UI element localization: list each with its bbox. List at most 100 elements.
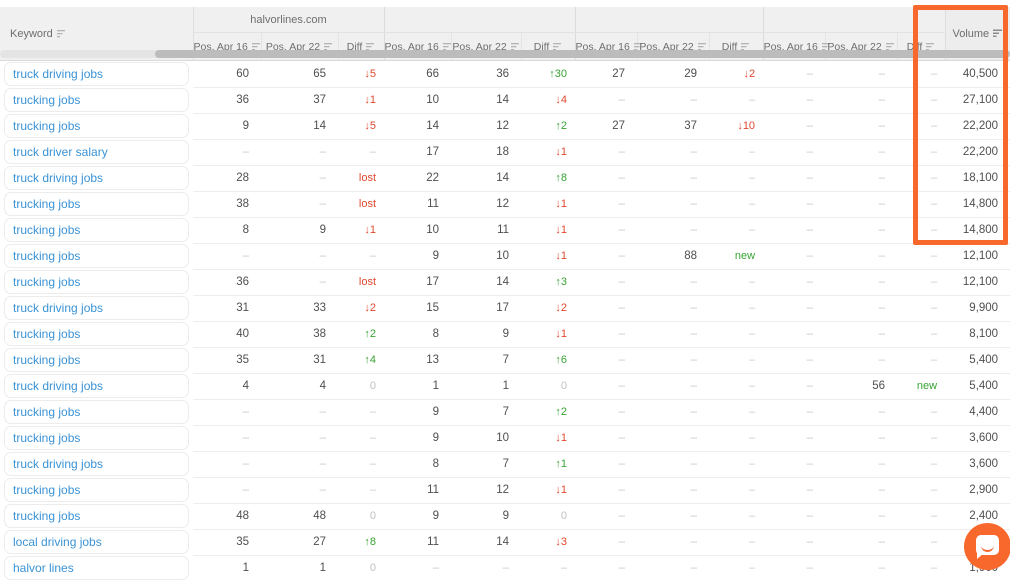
volume-cell: 40,500: [962, 67, 999, 80]
position-cell: 14: [451, 86, 522, 113]
sort-descending-icon: [993, 29, 1003, 37]
position-cell: –: [637, 190, 710, 217]
position-cell: –: [763, 190, 826, 217]
column-header-label: Pos. Apr 16: [193, 40, 248, 53]
column-header-label: Diff: [721, 40, 738, 53]
keyword-cell: truck driving jobs: [0, 295, 193, 321]
position-cell: 11: [451, 216, 522, 243]
diff-cell: ↓1: [338, 216, 385, 243]
keyword-link[interactable]: trucking jobs: [13, 93, 81, 107]
position-cell: 65: [313, 67, 326, 80]
diff-cell: –: [897, 424, 946, 451]
position-cell: 35: [193, 346, 261, 373]
volume-cell: 12,100: [945, 242, 1010, 269]
keyword-card: truck driving jobs: [4, 296, 189, 320]
position-cell: –: [637, 294, 710, 321]
keyword-link[interactable]: truck driving jobs: [13, 379, 104, 393]
position-cell: –: [763, 138, 826, 165]
keyword-link[interactable]: trucking jobs: [13, 197, 81, 211]
keyword-link[interactable]: truck driving jobs: [13, 171, 104, 185]
position-cell: 1: [384, 372, 452, 399]
diff-cell: –: [897, 320, 946, 347]
volume-cell: 18,100: [945, 164, 1010, 191]
keyword-link[interactable]: halvor lines: [13, 561, 74, 575]
position-cell: 11: [384, 190, 452, 217]
position-cell: 29: [684, 67, 698, 80]
position-cell: –: [575, 528, 638, 555]
diff-cell: ↓5: [364, 67, 377, 80]
position-cell: –: [763, 320, 826, 347]
position-cell: –: [763, 502, 826, 529]
position-cell: –: [637, 164, 710, 191]
position-cell: –: [384, 554, 452, 580]
position-cell: 9: [451, 320, 522, 347]
diff-cell: ↑6: [521, 346, 576, 373]
keyword-link[interactable]: truck driving jobs: [13, 67, 104, 81]
diff-cell: ↓1: [521, 216, 576, 243]
keyword-link[interactable]: trucking jobs: [13, 431, 81, 445]
position-cell: –: [825, 190, 898, 217]
keyword-link[interactable]: truck driving jobs: [13, 301, 104, 315]
position-cell: –: [637, 502, 710, 529]
keyword-link[interactable]: trucking jobs: [13, 249, 81, 263]
diff-cell: ↑2: [338, 320, 385, 347]
position-cell: –: [575, 190, 638, 217]
column-header-label: Pos. Apr 16: [575, 40, 630, 53]
diff-cell: –: [897, 190, 946, 217]
diff-cell: ↑8: [521, 164, 576, 191]
keyword-link[interactable]: truck driving jobs: [13, 457, 104, 471]
position-cell: –: [261, 268, 338, 295]
column-header-label: Pos. Apr 16: [763, 40, 818, 53]
diff-cell: –: [709, 268, 764, 295]
position-cell: 12: [451, 476, 522, 503]
keyword-link[interactable]: trucking jobs: [13, 509, 81, 523]
position-cell: 27: [261, 528, 338, 555]
position-cell: 88: [637, 242, 710, 269]
chat-widget-button[interactable]: [964, 523, 1010, 570]
keyword-cell: trucking jobs: [0, 425, 193, 451]
keyword-link[interactable]: trucking jobs: [13, 275, 81, 289]
keyword-cell: trucking jobs: [0, 503, 193, 529]
keyword-link[interactable]: trucking jobs: [13, 483, 81, 497]
position-cell: –: [825, 554, 898, 580]
position-cell: –: [193, 476, 261, 503]
sort-icon: [366, 42, 375, 50]
diff-cell: –: [709, 450, 764, 477]
volume-cell: 5,400: [945, 346, 1010, 373]
keyword-link[interactable]: trucking jobs: [13, 223, 81, 237]
column-header-label: Pos. Apr 22: [827, 40, 882, 53]
keyword-link[interactable]: local driving jobs: [13, 535, 102, 549]
position-cell: 9: [261, 216, 338, 243]
diff-cell: –: [709, 398, 764, 425]
column-header-label: Pos. Apr 22: [639, 40, 694, 53]
keyword-link[interactable]: trucking jobs: [13, 353, 81, 367]
position-cell: –: [825, 502, 898, 529]
position-cell: 27: [612, 67, 626, 80]
table-row: trucking jobs 38– lost 11 12 ↓1– – – – – –14,800: [0, 190, 1010, 217]
keyword-card: truck driving jobs: [4, 374, 189, 398]
position-cell: 4: [193, 372, 261, 399]
keyword-link[interactable]: trucking jobs: [13, 327, 81, 341]
keyword-link[interactable]: trucking jobs: [13, 119, 81, 133]
diff-cell: –: [897, 554, 946, 580]
keyword-link[interactable]: trucking jobs: [13, 405, 81, 419]
diff-cell: ↓1: [338, 86, 385, 113]
keyword-cell: trucking jobs: [0, 347, 193, 373]
keyword-card: trucking jobs: [4, 114, 189, 138]
keyword-link[interactable]: truck driver salary: [13, 145, 108, 159]
keyword-column-label: Keyword: [10, 27, 53, 40]
diff-cell: –: [897, 398, 946, 425]
horizontal-scrollbar-thumb[interactable]: [155, 50, 1010, 58]
sort-icon: [741, 42, 750, 50]
position-cell: –: [825, 450, 898, 477]
table-row: trucking jobs 8 9 ↓1 10 11 ↓1– – – – – –14,800: [0, 216, 1010, 243]
position-cell: 10: [384, 216, 452, 243]
table-header: Keyword halvorlines.com Volume Pos. Apr 1…: [0, 7, 1010, 61]
column-header-label: Pos. Apr 16: [384, 40, 439, 53]
volume-cell: 3,600: [945, 450, 1010, 477]
position-cell: –: [637, 86, 710, 113]
keyword-card: local driving jobs: [4, 530, 189, 554]
horizontal-scrollbar-track[interactable]: [0, 50, 1010, 58]
keyword-cell: trucking jobs: [0, 269, 193, 295]
